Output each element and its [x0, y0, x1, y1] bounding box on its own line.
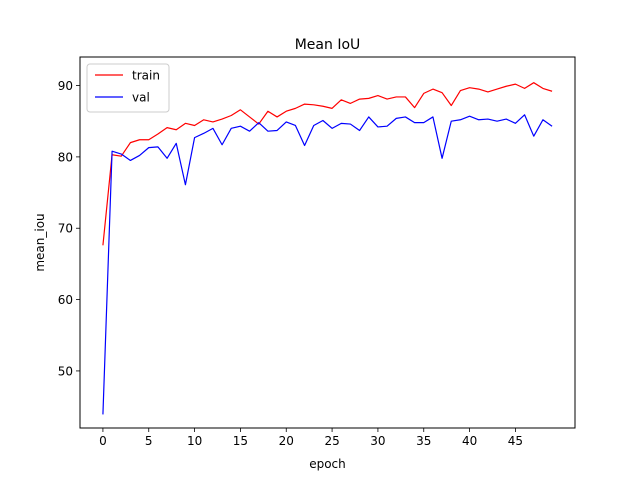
series-line-val: [102, 114, 553, 415]
x-axis-ticks: 0 5 10 15 20 25 30 35 40 45: [99, 428, 523, 448]
x-axis-label: epoch: [309, 457, 346, 471]
x-tick-label: 45: [508, 434, 523, 448]
x-tick-label: 10: [187, 434, 202, 448]
series-layer: [102, 82, 553, 415]
y-tick-label: 50: [58, 364, 73, 378]
legend-label-val: val: [132, 91, 150, 105]
x-tick-label: 15: [233, 434, 248, 448]
x-tick-label: 5: [145, 434, 153, 448]
chart-title: Mean IoU: [295, 37, 361, 53]
plot-area: [80, 57, 575, 428]
y-tick-label: 90: [58, 79, 73, 93]
y-tick-label: 70: [58, 222, 73, 236]
y-axis-label: mean_iou: [33, 213, 47, 271]
legend-label-train: train: [132, 69, 160, 83]
x-tick-label: 20: [279, 434, 294, 448]
legend-box: [86, 63, 170, 113]
series-line-train: [102, 82, 553, 246]
legend: train val: [86, 63, 170, 113]
x-tick-label: 30: [370, 434, 385, 448]
plot-frame: [79, 56, 576, 429]
x-tick-label: 35: [416, 434, 431, 448]
y-tick-label: 60: [58, 293, 73, 307]
y-axis-ticks: 50 60 70 80 90: [58, 79, 80, 378]
x-tick-label: 25: [324, 434, 339, 448]
x-tick-label: 0: [99, 434, 107, 448]
y-tick-label: 80: [58, 150, 73, 164]
x-tick-label: 40: [462, 434, 477, 448]
